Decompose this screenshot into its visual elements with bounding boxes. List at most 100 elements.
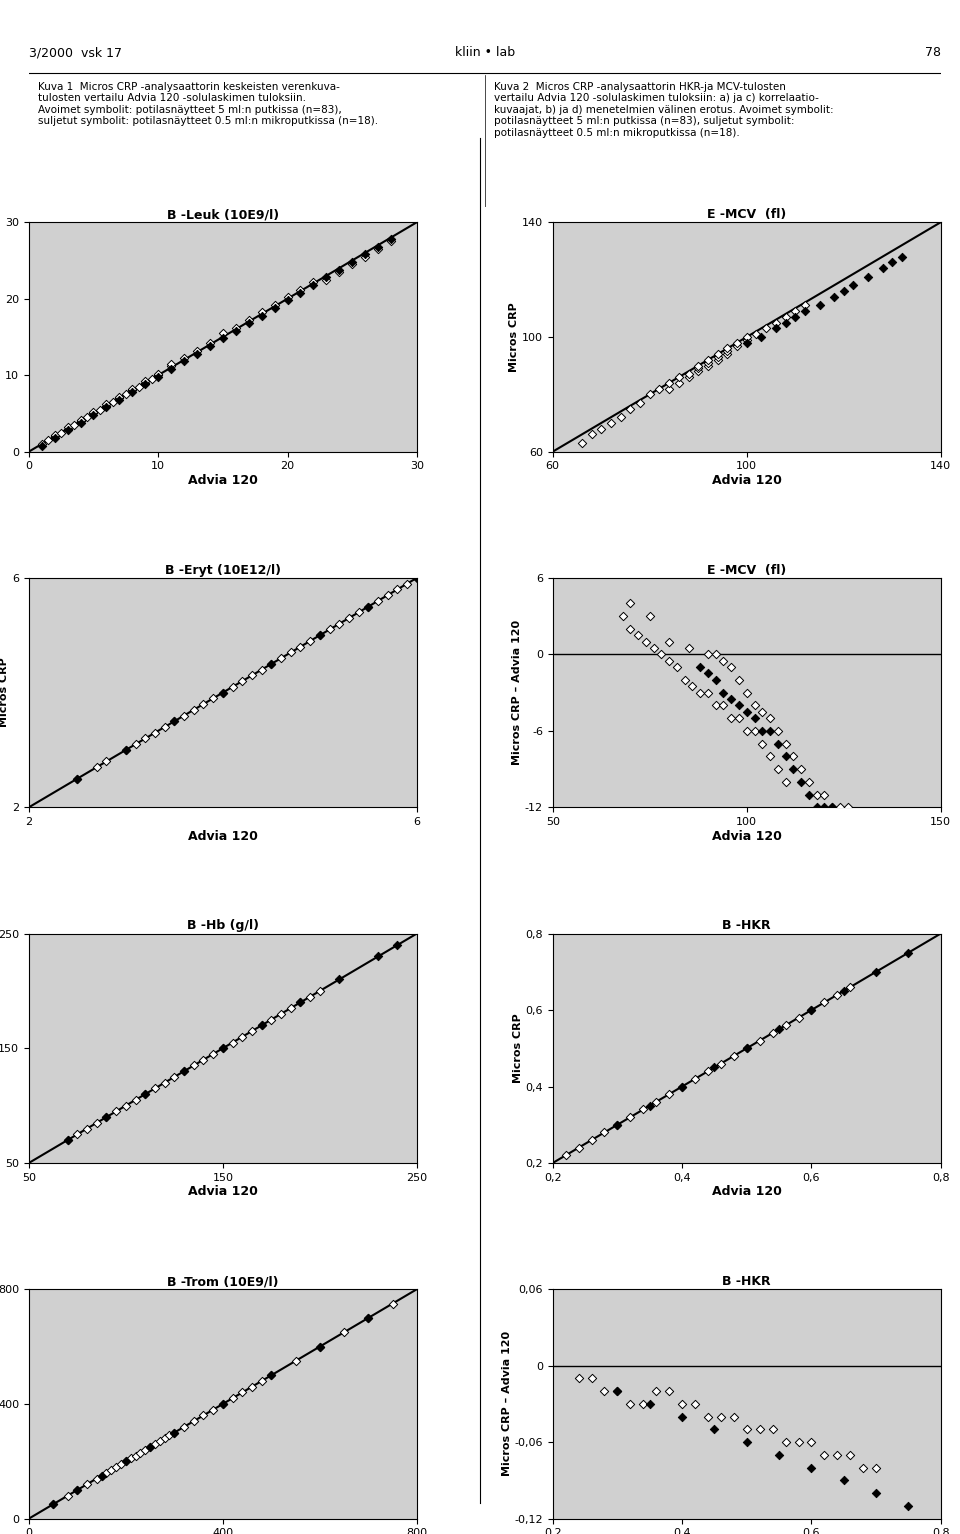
Point <box>196 1048 211 1072</box>
Point <box>244 663 259 687</box>
Point <box>280 288 296 313</box>
Point <box>597 1120 612 1144</box>
Point <box>80 1473 95 1497</box>
Point <box>739 680 755 704</box>
Title: B -HKR: B -HKR <box>723 919 771 933</box>
Point <box>312 623 327 647</box>
Point <box>99 1104 114 1129</box>
Title: B -Trom (10E9/l): B -Trom (10E9/l) <box>167 1275 278 1289</box>
Point <box>73 408 88 433</box>
Point <box>661 371 677 396</box>
Point <box>755 732 770 756</box>
Point <box>111 387 127 411</box>
Point <box>762 718 778 742</box>
Point <box>305 273 321 298</box>
Point <box>690 359 706 384</box>
Point <box>762 706 778 730</box>
Point <box>228 319 244 344</box>
Point <box>142 1434 157 1459</box>
Point <box>371 589 386 614</box>
Y-axis label: Micros CRP: Micros CRP <box>509 302 519 371</box>
Point <box>60 414 75 439</box>
Point <box>73 410 88 434</box>
Point <box>869 1456 884 1480</box>
Point <box>73 407 88 431</box>
Point <box>827 284 842 308</box>
Point <box>225 1031 240 1055</box>
Point <box>305 270 321 295</box>
Point <box>70 1477 85 1502</box>
Point <box>167 709 182 733</box>
Point <box>94 1463 109 1488</box>
Point <box>89 1467 105 1491</box>
Point <box>118 738 133 762</box>
Point <box>163 351 179 376</box>
Point <box>147 1431 162 1456</box>
Point <box>302 985 318 1009</box>
Point <box>674 1405 689 1430</box>
Point <box>47 423 62 448</box>
Point <box>724 706 739 730</box>
Point <box>331 259 347 284</box>
Point <box>584 422 599 446</box>
Point <box>205 1042 221 1066</box>
Y-axis label: Micros CRP – Advia 120: Micros CRP – Advia 120 <box>501 1332 512 1477</box>
Point <box>770 756 785 781</box>
Point <box>739 1417 755 1442</box>
Point <box>708 643 724 667</box>
Text: 3/2000  vsk 17: 3/2000 vsk 17 <box>29 46 122 60</box>
Point <box>293 278 308 302</box>
Point <box>778 732 793 756</box>
Point <box>785 744 801 769</box>
Point <box>85 402 101 426</box>
Point <box>234 1025 250 1049</box>
Point <box>674 1391 689 1416</box>
Point <box>720 339 735 364</box>
Point <box>99 749 114 773</box>
Point <box>254 301 270 325</box>
Point <box>739 1430 755 1454</box>
Point <box>752 1028 767 1052</box>
Point <box>118 1094 133 1118</box>
Title: E -MCV  (fl): E -MCV (fl) <box>708 209 786 221</box>
Point <box>94 1463 109 1488</box>
Point <box>99 394 114 419</box>
Point <box>70 1477 85 1502</box>
Point <box>137 371 153 396</box>
Point <box>716 649 732 673</box>
Text: Kuva 2  Micros CRP -analysaattorin HKR-ja MCV-tulosten
vertailu Advia 120 -solul: Kuva 2 Micros CRP -analysaattorin HKR-ja… <box>493 81 833 138</box>
Point <box>829 982 845 1006</box>
Point <box>167 1065 182 1089</box>
Point <box>869 959 884 983</box>
Point <box>843 974 858 999</box>
Point <box>707 1417 722 1442</box>
Point <box>203 334 218 359</box>
Point <box>215 327 230 351</box>
Point <box>739 718 755 742</box>
Point <box>603 411 618 436</box>
Point <box>829 1442 845 1467</box>
Point <box>254 304 270 328</box>
Point <box>677 667 692 692</box>
Point <box>357 244 372 268</box>
Point <box>848 808 863 833</box>
Point <box>203 331 218 356</box>
Point <box>123 1447 138 1471</box>
Point <box>895 244 910 268</box>
Point <box>633 391 648 416</box>
Point <box>739 1035 755 1060</box>
Point <box>623 1391 638 1416</box>
Text: 78: 78 <box>924 46 941 60</box>
Point <box>60 416 75 440</box>
Point <box>371 235 386 259</box>
Point <box>205 686 221 710</box>
Point <box>791 1430 806 1454</box>
Point <box>215 321 230 345</box>
Point <box>264 1364 279 1388</box>
Point <box>147 721 162 746</box>
Point <box>92 397 108 422</box>
Point <box>89 755 105 779</box>
Point <box>361 594 376 618</box>
X-axis label: Advia 120: Advia 120 <box>711 474 781 488</box>
Point <box>860 264 876 288</box>
